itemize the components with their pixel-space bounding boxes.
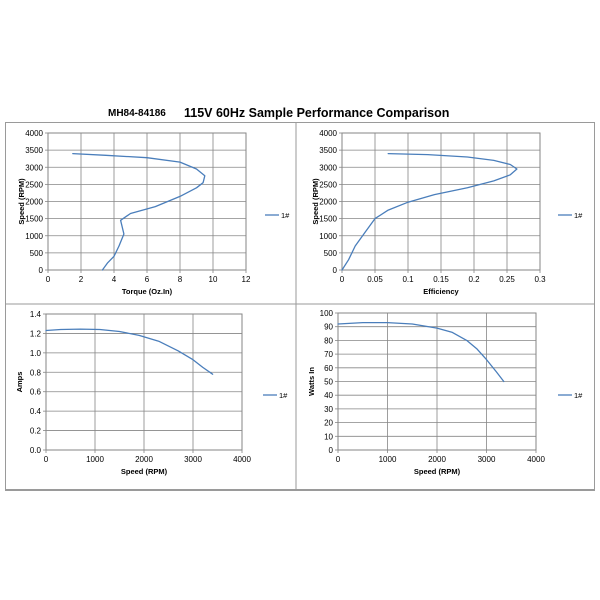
chart-2-xtick-label: 0 [340,275,345,284]
chart-4-ytick-label: 90 [324,323,333,332]
chart-1-xtick-label: 8 [178,275,183,284]
chart-3-xtick-label: 3000 [184,455,202,464]
chart-4-ytick-label: 70 [324,350,333,359]
chart-1-ytick-label: 1000 [25,232,43,241]
chart-4-ytick-label: 10 [324,432,333,441]
chart-3-series-line [45,328,214,375]
chart-2-xaxis-title: Efficiency [423,287,459,296]
chart-1-ytick-label: 4000 [25,129,43,138]
chart-2-xtick-label: 0.15 [433,275,449,284]
chart-2-ytick-label: 2000 [319,198,337,207]
chart-3-ytick-label: 1.4 [30,310,42,319]
chart-2-ytick-label: 500 [324,249,338,258]
chart-2-ytick-label: 2500 [319,180,337,189]
chart-4-ytick-label: 60 [324,364,333,373]
chart-3-ytick-label: 0.2 [30,427,42,436]
chart-4-ytick-label: 0 [329,446,334,455]
chart-2-ytick-label: 1000 [319,232,337,241]
chart-3-xtick-label: 1000 [86,455,104,464]
chart-1-xaxis-title: Torque (Oz.In) [122,287,173,296]
chart-4-ytick-label: 30 [324,405,333,414]
chart-4-xtick-label: 0 [336,455,341,464]
chart-1-ytick-label: 2000 [25,198,43,207]
chart-3-ytick-label: 0.0 [30,446,42,455]
chart-2-xtick-label: 0.05 [367,275,383,284]
chart-3-xtick-label: 4000 [233,455,251,464]
chart-4-xtick-label: 4000 [527,455,545,464]
chart-3-ytick-label: 0.4 [30,407,42,416]
chart-3-xtick-label: 0 [44,455,49,464]
chart-3-xtick-label: 2000 [135,455,153,464]
chart-4-ytick-label: 20 [324,419,333,428]
chart-1-xtick-label: 6 [145,275,150,284]
frame-bottom-divider [5,490,595,491]
chart-1-ytick-label: 1500 [25,215,43,224]
chart-1-ytick-label: 3000 [25,163,43,172]
chart-4-legend-label: 1# [574,391,583,400]
chart-1-xtick-label: 0 [46,275,51,284]
chart-4-yaxis-title: Watts In [307,367,316,396]
chart-1-ytick-label: 0 [39,266,44,275]
chart-1-series-line [72,152,206,271]
model-number: MH84-84186 [108,108,166,119]
chart-2-xtick-label: 0.2 [468,275,480,284]
chart-3-yaxis-title: Amps [15,372,24,393]
chart-1-xtick-label: 2 [79,275,84,284]
chart-3-xaxis-title: Speed (RPM) [121,467,168,476]
chart-2-legend-label: 1# [574,211,583,220]
chart-2-ytick-label: 3500 [319,146,337,155]
chart-3-ytick-label: 0.8 [30,368,42,377]
chart-4-ytick-label: 80 [324,336,333,345]
chart-1-yaxis-title: Speed (RPM) [17,178,26,225]
chart-3-ytick-label: 0.6 [30,388,42,397]
chart-4-series-line [337,321,505,383]
chart-2-xtick-label: 0.3 [534,275,546,284]
chart-2-ytick-label: 1500 [319,215,337,224]
chart-1-ytick-label: 3500 [25,146,43,155]
chart-1-ytick-label: 2500 [25,180,43,189]
chart-2-ytick-label: 0 [333,266,338,275]
page-title: 115V 60Hz Sample Performance Comparison [184,106,450,120]
chart-4-xtick-label: 3000 [478,455,496,464]
chart-4-ytick-label: 40 [324,391,333,400]
chart-4-xaxis-title: Speed (RPM) [414,467,461,476]
chart-1-ytick-label: 500 [30,249,44,258]
chart-2-xtick-label: 0.25 [499,275,515,284]
chart-1-legend-label: 1# [281,211,290,220]
chart-1-xtick-label: 12 [242,275,251,284]
chart-4-xtick-label: 2000 [428,455,446,464]
chart-1-xtick-label: 10 [209,275,218,284]
chart-2-xtick-label: 0.1 [402,275,414,284]
chart-3-ytick-label: 1.2 [30,329,42,338]
chart-3-legend-label: 1# [279,391,288,400]
chart-3-ytick-label: 1.0 [30,349,42,358]
chart-2-yaxis-title: Speed (RPM) [311,178,320,225]
chart-2-series-line [341,152,518,271]
chart-1-xtick-label: 4 [112,275,117,284]
chart-2-ytick-label: 3000 [319,163,337,172]
chart-4-ytick-label: 100 [320,309,334,318]
charts-frame [5,122,595,490]
chart-2-ytick-label: 4000 [319,129,337,138]
chart-4-ytick-label: 50 [324,378,333,387]
chart-4-xtick-label: 1000 [379,455,397,464]
